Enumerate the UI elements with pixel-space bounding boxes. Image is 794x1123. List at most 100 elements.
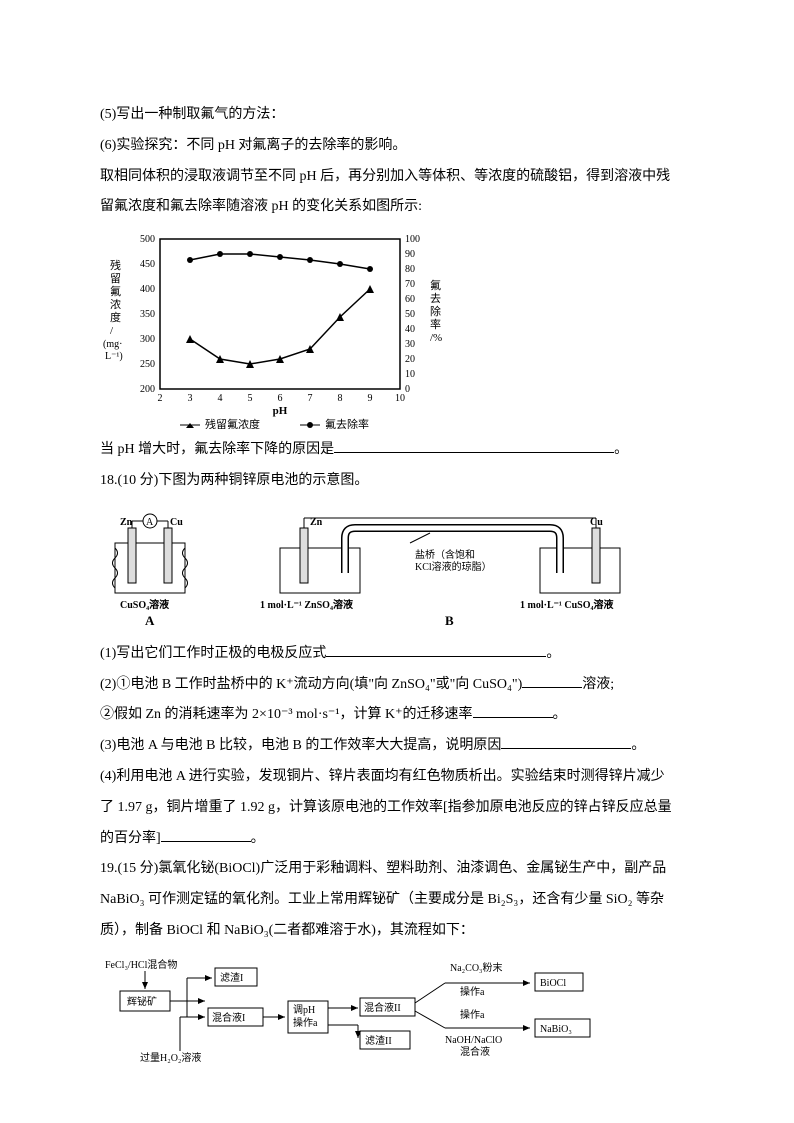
blank-q6[interactable]: [334, 435, 614, 453]
svg-text:350: 350: [140, 309, 155, 320]
svg-text:10: 10: [405, 369, 415, 380]
question-6-desc2: 留氟浓度和氟去除率随溶液 pH 的变化关系如图所示:: [100, 192, 694, 223]
svg-text:Zn: Zn: [310, 517, 323, 528]
q18-4a: (4)利用电池 A 进行实验，发现铜片、锌片表面均有红色物质析出。实验结束时测得…: [100, 762, 694, 793]
svg-text:调pH: 调pH: [293, 1004, 315, 1016]
question-6-desc1: 取相同体积的浸取液调节至不同 pH 后，再分别加入等体积、等浓度的硫酸铝，得到溶…: [100, 162, 694, 193]
svg-text:70: 70: [405, 279, 415, 290]
svg-text:混合液I: 混合液I: [212, 1011, 245, 1024]
svg-text:操作a: 操作a: [460, 1008, 485, 1021]
q18-2b: ②假如 Zn 的消耗速率为 2×10⁻³ mol·s⁻¹，计算 K⁺的迁移速率。: [100, 700, 694, 731]
svg-text:A: A: [146, 517, 154, 528]
svg-text:250: 250: [140, 359, 155, 370]
svg-text:辉铋矿: 辉铋矿: [127, 995, 157, 1008]
svg-text:(mg·: (mg·: [103, 339, 122, 350]
svg-text:10: 10: [395, 393, 405, 404]
svg-text:除: 除: [430, 304, 441, 318]
blank-18-2a[interactable]: [522, 670, 582, 688]
svg-text:90: 90: [405, 249, 415, 260]
blank-18-3[interactable]: [501, 731, 631, 749]
q18-1-text: (1)写出它们工作时正极的电极反应式: [100, 646, 326, 661]
svg-text:Zn: Zn: [120, 517, 133, 528]
svg-text:残留氟浓度: 残留氟浓度: [205, 417, 260, 429]
svg-text:率: 率: [430, 317, 441, 331]
svg-text:8: 8: [338, 393, 343, 404]
blank-18-2b[interactable]: [473, 701, 553, 719]
svg-text:100: 100: [405, 234, 420, 245]
svg-text:去: 去: [430, 292, 441, 305]
blank-18-4[interactable]: [161, 824, 251, 842]
svg-text:450: 450: [140, 259, 155, 270]
svg-text:NaBiO₃: NaBiO₃: [540, 1024, 572, 1035]
svg-text:过量H₂O₂溶液: 过量H₂O₂溶液: [140, 1051, 201, 1064]
q18-2b-text: ②假如 Zn 的消耗速率为 2×10⁻³ mol·s⁻¹，计算 K⁺的迁移速率: [100, 707, 473, 722]
svg-text:0: 0: [405, 384, 410, 395]
svg-text:操作a: 操作a: [293, 1016, 318, 1029]
svg-text:1 mol·L⁻¹ ZnSO₄溶液: 1 mol·L⁻¹ ZnSO₄溶液: [260, 598, 353, 611]
q18-4b: 了 1.97 g，铜片增重了 1.92 g，计算该原电池的工作效率[指参加原电池…: [100, 793, 694, 824]
svg-text:A: A: [145, 613, 155, 628]
svg-text:3: 3: [188, 393, 193, 404]
svg-text:BiOCl: BiOCl: [540, 978, 566, 989]
process-flowchart: FeCl₃/HCl混合物 辉铋矿 滤渣I 混合液I 过量H₂O₂溶液 调pH操作…: [100, 953, 660, 1073]
q18-1: (1)写出它们工作时正极的电极反应式。: [100, 639, 694, 670]
svg-text:2: 2: [158, 393, 163, 404]
svg-text:残: 残: [110, 258, 121, 272]
battery-diagram: Zn Cu A CuSO₄溶液 A Zn Cu 盐桥（含饱和 KCl溶液的琼脂）: [100, 503, 660, 633]
q18-4c-text: 的百分率]: [100, 831, 161, 846]
svg-text:6: 6: [278, 393, 283, 404]
svg-text:9: 9: [368, 393, 373, 404]
q18-2a-suffix: 溶液;: [582, 677, 614, 692]
svg-text:氟: 氟: [430, 279, 441, 292]
svg-text:操作a: 操作a: [460, 985, 485, 998]
blank-18-1[interactable]: [326, 639, 546, 657]
svg-text:/%: /%: [430, 332, 442, 344]
question-5: (5)写出一种制取氟气的方法：: [100, 100, 694, 131]
svg-text:L⁻¹): L⁻¹): [105, 351, 123, 362]
svg-text:400: 400: [140, 284, 155, 295]
q6-blank-prefix: 当 pH 增大时，氟去除率下降的原因是: [100, 442, 334, 457]
svg-text:滤渣II: 滤渣II: [365, 1034, 392, 1047]
svg-text:混合液: 混合液: [460, 1045, 490, 1058]
svg-text:1 mol·L⁻¹ CuSO₄溶液: 1 mol·L⁻¹ CuSO₄溶液: [520, 598, 614, 611]
svg-text:300: 300: [140, 334, 155, 345]
svg-text:80: 80: [405, 264, 415, 275]
svg-text:Cu: Cu: [590, 517, 603, 528]
q18-3: (3)电池 A 与电池 B 比较，电池 B 的工作效率大大提高，说明原因。: [100, 731, 694, 762]
ph-chart: 200250300 350400450500 01020 304050 6070…: [100, 229, 460, 429]
svg-text:60: 60: [405, 294, 415, 305]
svg-text:Cu: Cu: [170, 517, 183, 528]
q18-2a: (2)①电池 B 工作时盐桥中的 K⁺流动方向(填"向 ZnSO₄"或"向 Cu…: [100, 670, 694, 701]
svg-text:留: 留: [110, 272, 121, 285]
svg-text:度: 度: [110, 310, 121, 324]
svg-text:20: 20: [405, 354, 415, 365]
svg-text:7: 7: [308, 393, 313, 404]
svg-text:5: 5: [248, 393, 253, 404]
svg-text:FeCl₃/HCl混合物: FeCl₃/HCl混合物: [105, 958, 177, 971]
q19-b: NaBiO₃ 可作测定锰的氧化剂。工业上常用辉铋矿（主要成分是 Bi₂S₃，还含…: [100, 885, 694, 916]
svg-text:200: 200: [140, 384, 155, 395]
svg-text:盐桥（含饱和: 盐桥（含饱和: [415, 548, 475, 561]
svg-text:氟去除率: 氟去除率: [325, 417, 369, 429]
q18-4c: 的百分率]。: [100, 824, 694, 855]
q18-2a-text: (2)①电池 B 工作时盐桥中的 K⁺流动方向(填"向 ZnSO₄"或"向 Cu…: [100, 677, 522, 692]
question-18-title: 18.(10 分)下图为两种铜锌原电池的示意图。: [100, 466, 694, 497]
q18-3-text: (3)电池 A 与电池 B 比较，电池 B 的工作效率大大提高，说明原因: [100, 738, 501, 753]
question-6-intro: (6)实验探究：不同 pH 对氟离子的去除率的影响。: [100, 131, 694, 162]
svg-text:30: 30: [405, 339, 415, 350]
q19-a: 19.(15 分)氯氧化铋(BiOCl)广泛用于彩釉调料、塑料助剂、油漆调色、金…: [100, 854, 694, 885]
svg-text:NaOH/NaClO: NaOH/NaClO: [445, 1035, 502, 1046]
svg-text:4: 4: [218, 393, 223, 404]
svg-text:滤渣I: 滤渣I: [220, 971, 243, 984]
svg-text:氟: 氟: [110, 285, 121, 298]
svg-text:Na₂CO₃粉末: Na₂CO₃粉末: [450, 961, 503, 974]
svg-text:pH: pH: [273, 405, 288, 417]
svg-text:B: B: [445, 613, 454, 628]
svg-text:混合液II: 混合液II: [364, 1001, 401, 1014]
svg-text:500: 500: [140, 234, 155, 245]
svg-text:KCl溶液的琼脂）: KCl溶液的琼脂）: [415, 560, 492, 573]
q6-blank-line: 当 pH 增大时，氟去除率下降的原因是。: [100, 435, 694, 466]
svg-text:CuSO₄溶液: CuSO₄溶液: [120, 598, 169, 611]
svg-text:50: 50: [405, 309, 415, 320]
svg-text:浓: 浓: [110, 298, 121, 311]
